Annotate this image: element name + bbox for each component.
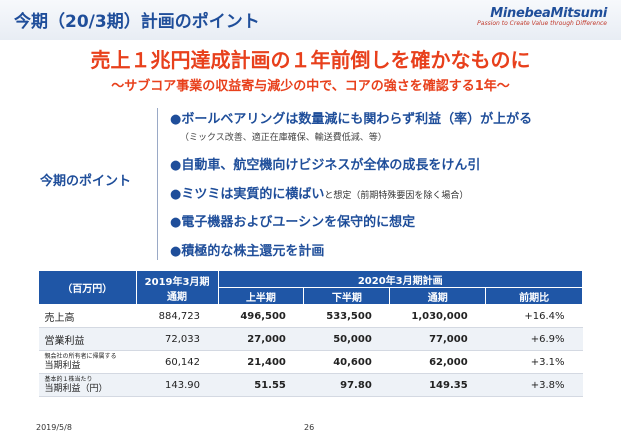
logo-name: MinebeaMitsumi [490,6,607,21]
point-item: ●自動車、航空機向けビジネスが全体の成長をけん引 [170,158,481,173]
company-logo: MinebeaMitsumi Passion to Create Value t… [477,6,607,27]
cell: 21,400 [218,350,304,374]
cell: 27,000 [218,327,304,351]
col-header: 上半期 [217,287,305,305]
table-row: 基本的１株当たり 当期利益（円） 143.90 51.55 97.80 149.3… [38,373,583,397]
cell: 77,000 [389,327,486,351]
cell: +16.4% [485,304,583,328]
cell: 884,723 [136,304,218,328]
row-label: 親会社の所有者に帰属する 当期利益 [38,350,137,374]
col-header: 通期 [389,287,487,305]
cell: 496,500 [218,304,304,328]
point-item: ●ミツミは実質的に横ばいと想定（前期特殊要因を除く場合） [170,183,468,202]
unit-header: （百万円） [38,270,137,305]
prior-year-header: 2019年3月期 通期 [135,270,219,305]
cell: +3.8% [485,373,583,397]
point-text: ●ミツミは実質的に横ばい [170,187,325,202]
row-label: 売上高 [38,304,137,328]
cell: 51.55 [218,373,304,397]
cell: 97.80 [303,373,390,397]
point-note: （ミックス改善、適正在庫確保、輸送費低減、等） [180,133,387,143]
page-number: 26 [304,423,315,432]
cell: 533,500 [303,304,390,328]
financial-plan-table: （百万円） 2019年3月期 通期 2020年3月期計画 上半期 下半期 通期 前… [38,270,583,397]
footer-date: 2019/5/8 [36,423,72,432]
cell: 143.90 [136,373,218,397]
cell: +6.9% [485,327,583,351]
plan-header: 2020年3月期計画 [217,270,583,288]
cell: +3.1% [485,350,583,374]
divider [157,108,158,260]
point-suffix: と想定（前期特殊要因を除く場合） [324,191,469,201]
headline: 売上１兆円達成計画の１年前倒しを確かなものに [90,48,531,72]
title-bar: 今期（20/3期）計画のポイント MinebeaMitsumi Passion … [0,0,621,40]
cell: 40,600 [303,350,390,374]
row-label: 基本的１株当たり 当期利益（円） [38,373,137,397]
points-label: 今期のポイント [40,174,132,189]
page-title: 今期（20/3期）計画のポイント [14,12,260,32]
col-header: 下半期 [303,287,391,305]
table-row: 営業利益 72,033 27,000 50,000 77,000 +6.9% [38,327,583,351]
cell: 62,000 [389,350,486,374]
subheadline: ～サブコア事業の収益寄与減少の中で、コアの強さを確認する1年～ [111,79,510,94]
col-header: 前期比 [485,287,583,305]
table-row: 売上高 884,723 496,500 533,500 1,030,000 +1… [38,304,583,328]
point-item: ●ボールベアリングは数量減にも関わらず利益（率）が上がる [170,112,533,127]
row-label: 営業利益 [38,327,137,351]
cell: 1,030,000 [389,304,486,328]
point-item: ●電子機器およびユーシンを保守的に想定 [170,215,416,230]
cell: 72,033 [136,327,218,351]
logo-tagline: Passion to Create Value through Differen… [477,20,607,27]
cell: 60,142 [136,350,218,374]
cell: 50,000 [303,327,390,351]
table-row: 親会社の所有者に帰属する 当期利益 60,142 21,400 40,600 62… [38,350,583,374]
point-item: ●積極的な株主還元を計画 [170,244,325,259]
cell: 149.35 [389,373,486,397]
